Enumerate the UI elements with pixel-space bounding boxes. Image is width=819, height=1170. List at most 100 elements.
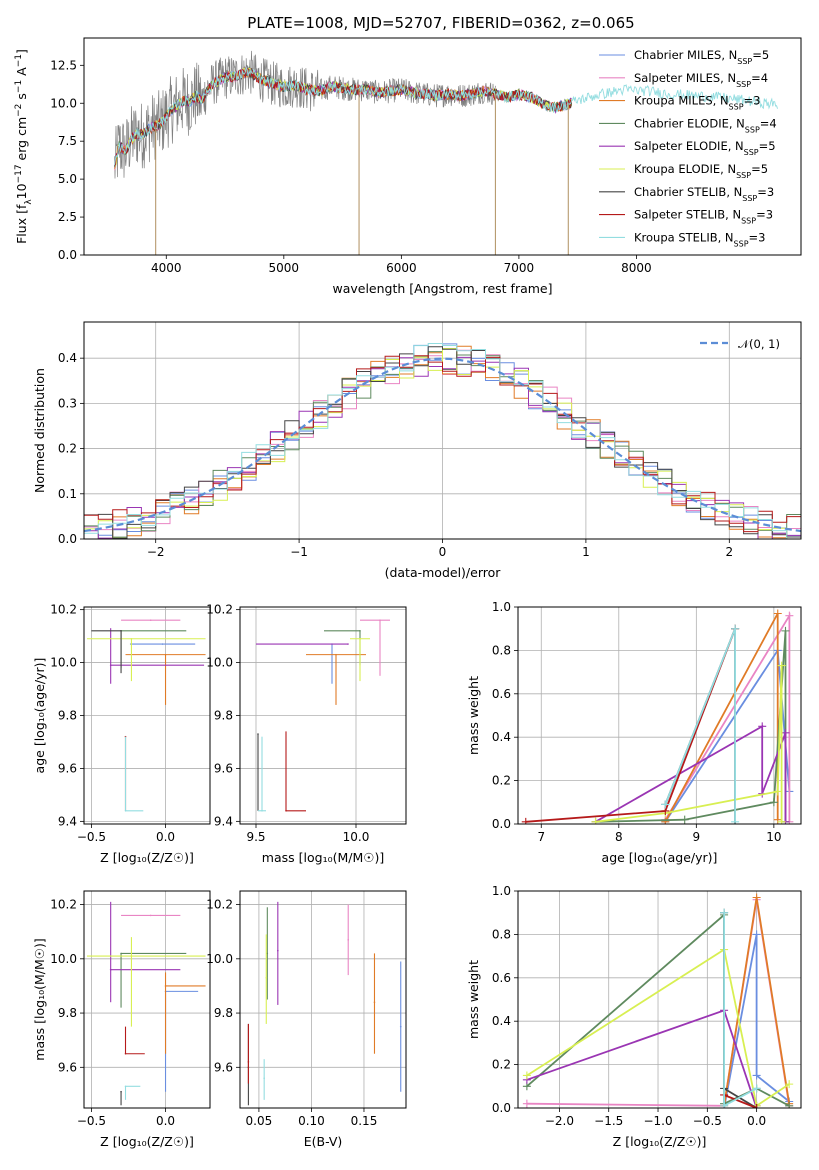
hist-salp_stelib <box>84 355 801 539</box>
x-tick-label: 0.0 <box>156 830 175 844</box>
weight-line-chab_miles <box>723 934 790 1108</box>
x-tick-label: 1 <box>582 545 590 559</box>
y-tick-label: 0.2 <box>492 774 511 788</box>
y-tick-label: 9.6 <box>214 761 233 775</box>
weight-marker-krou_elodie <box>591 817 600 824</box>
weight-marker-krou_elodie <box>522 1071 531 1080</box>
legend-suffix: =5 <box>751 162 768 176</box>
point-chab_stelib <box>257 733 259 735</box>
y-tick-label: 7.5 <box>58 134 77 148</box>
x-tick-label: 10.0 <box>343 830 370 844</box>
point-chab_stelib <box>120 630 122 632</box>
x-tick-label: 0.15 <box>351 1114 378 1128</box>
weight-marker-krou_stelib <box>720 1101 729 1108</box>
point-chab_miles <box>161 643 164 645</box>
panel-mass_vs_ebv: 0.05 0.10 0.15 9.6 9.8 10.0 10.2 E(B-V) <box>206 890 407 1149</box>
weight-marker-chab_elodie <box>769 798 778 807</box>
y-tick-label: 0.0 <box>492 817 511 831</box>
y-axis-label: mass [log₁₀(M/M☉)] <box>32 938 47 1060</box>
x-axis-label: E(B-V) <box>304 1134 343 1149</box>
weight-marker-krou_elodie <box>773 787 782 796</box>
x-tick-label: −1.0 <box>643 1114 672 1128</box>
weight-marker-krou_elodie <box>777 817 786 824</box>
y-tick-label: 1.0 <box>492 600 511 614</box>
legend-label-chab_miles: Chabrier MILES, NSSP=5 <box>634 48 769 66</box>
plot-area-age_vs_z <box>86 619 206 812</box>
weight-marker-chab_miles <box>752 1071 761 1080</box>
x-tick-label: 9 <box>693 830 701 844</box>
weight-marker-krou_elodie <box>777 661 786 670</box>
weight-marker-salp_stelib <box>521 817 530 824</box>
y-tick-label: 0.8 <box>492 643 511 657</box>
point-salp_miles <box>347 939 350 941</box>
legend-label-chab_elodie: Chabrier ELODIE, NSSP=4 <box>634 116 777 133</box>
weight-marker-krou_miles <box>773 609 782 618</box>
x-tick-label: −0.5 <box>693 1114 722 1128</box>
weight-marker-chab_miles <box>752 930 761 939</box>
axes-frame <box>83 37 802 256</box>
y-tick-label: 9.6 <box>58 1060 77 1074</box>
x-tick-label: −2.0 <box>545 1114 574 1128</box>
legend-label-krou_stelib: Kroupa STELIB, NSSP=3 <box>634 230 765 248</box>
point-salp_stelib <box>285 809 287 812</box>
point-krou_miles <box>335 653 337 656</box>
weight-marker-krou_stelib <box>731 624 740 633</box>
x-tick-label: 0.10 <box>298 1114 325 1128</box>
weight-line-krou_elodie <box>526 948 790 1108</box>
legend-sub: SSP <box>737 57 752 66</box>
y-axis-label-part: Flux [f <box>14 204 29 244</box>
legend-suffix: =5 <box>752 48 769 62</box>
point-krou_miles <box>373 1001 376 1004</box>
x-tick-label: 0.0 <box>747 1114 766 1128</box>
panel-weight_vs_age: 7 8 9 10 0.0 0.2 0.4 0.6 0.8 1.0 age [log₁₀(age/yr… <box>466 600 802 865</box>
x-tick-label: −1 <box>290 545 308 559</box>
y-tick-label: 0.3 <box>58 396 77 410</box>
y-tick-label: 9.8 <box>58 709 77 723</box>
weight-marker-salp_miles <box>522 1099 531 1108</box>
axes-frame <box>517 890 802 1109</box>
x-axis-label: Z [log₁₀(Z/Z☉)] <box>100 1134 194 1149</box>
panel-residuals: −2 −1 0 1 2 0.0 0.1 0.2 0.3 0.4 (data-model)/error… <box>32 321 802 580</box>
y-axis-label: mass weight <box>466 676 481 755</box>
y-axis-label-part: erg cm <box>14 117 29 165</box>
plot-area-weight_vs_z <box>522 893 794 1108</box>
y-tick-label: 0.4 <box>492 1014 511 1028</box>
legend-label-salp_stelib: Salpeter STELIB, NSSP=3 <box>634 208 773 226</box>
legend-name: Chabrier MILES, N <box>634 48 737 62</box>
x-tick-label: 0.05 <box>246 1114 273 1128</box>
x-tick-label: −0.5 <box>77 830 106 844</box>
y-axis-label-part: −1 <box>14 54 24 67</box>
point-salp_miles <box>149 619 152 622</box>
y-tick-label: 12.5 <box>50 58 77 72</box>
point-krou_stelib <box>124 1085 127 1088</box>
normal-curve <box>84 357 801 533</box>
x-axis-label: Z [log₁₀(Z/Z☉)] <box>613 1134 707 1149</box>
y-axis-label-part: 10 <box>14 183 29 199</box>
weight-marker-krou_stelib <box>731 817 740 824</box>
y-tick-label: 0.0 <box>492 1101 511 1115</box>
legend-suffix: =3 <box>749 230 766 244</box>
y-tick-label: 10.2 <box>206 603 233 617</box>
x-axis-label: age [log₁₀(age/yr)] <box>602 850 718 865</box>
plot-area-weight_vs_age <box>521 609 794 824</box>
y-tick-label: 10.0 <box>206 952 233 966</box>
weight-marker-krou_miles <box>752 893 761 902</box>
x-tick-label: 8000 <box>621 261 652 275</box>
legend-suffix: =3 <box>744 94 761 108</box>
y-axis-label-part: A <box>14 67 29 80</box>
axes-frame <box>83 321 802 540</box>
y-tick-label: 10.2 <box>50 603 77 617</box>
point-krou_elodie <box>130 637 133 640</box>
plot-area-age_vs_mass <box>256 619 390 812</box>
panel-mass_vs_z: −0.5 0.0 9.6 9.8 10.0 10.2 Z [log₁₀(Z/Z☉)] mass… <box>32 890 211 1149</box>
y-tick-label: 10.0 <box>50 952 77 966</box>
panel-spectrum: 4000 5000 6000 7000 8000 0.0 2.5 5.0 7.5 10.0 12.5… <box>14 37 802 296</box>
point-salp_elodie <box>109 968 112 971</box>
point-salp_miles <box>379 619 381 622</box>
weight-line-krou_miles <box>664 613 779 823</box>
weight-marker-chab_elodie <box>781 626 790 635</box>
weight-marker-krou_stelib <box>752 1084 761 1093</box>
y-axis-label-part: s <box>14 93 29 104</box>
weight-marker-krou_stelib <box>720 908 729 917</box>
point-salp_miles <box>149 914 152 917</box>
